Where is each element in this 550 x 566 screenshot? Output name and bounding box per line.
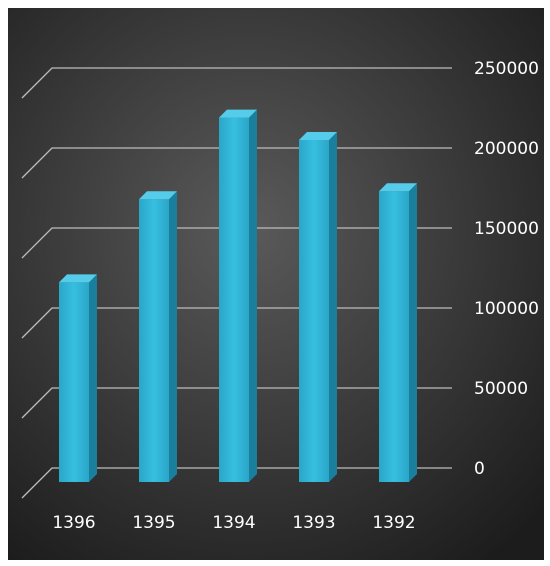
- y-axis-ticks: 0 50000 100000 150000 200000 250000: [474, 59, 539, 479]
- chart-frame: 0 50000 100000 150000 200000 250000 1396 1395 1…: [8, 8, 544, 560]
- x-category-label: 1393: [292, 513, 335, 533]
- bar-side: [169, 191, 177, 482]
- bar: [299, 132, 337, 482]
- y-tick-label: 250000: [474, 59, 539, 79]
- bar-side: [329, 132, 337, 482]
- bar-side: [409, 183, 417, 482]
- bar-front: [379, 191, 409, 482]
- y-tick-label: 100000: [474, 299, 539, 319]
- x-category-label: 1392: [372, 513, 415, 533]
- bars: [59, 109, 417, 482]
- bar-top: [299, 132, 337, 140]
- bar: [379, 183, 417, 482]
- bar: [139, 191, 177, 482]
- x-category-label: 1395: [132, 513, 175, 533]
- bar-top: [379, 183, 417, 192]
- bar-front: [299, 140, 329, 482]
- bar-side: [249, 109, 257, 482]
- x-category-label: 1394: [212, 513, 255, 533]
- x-category-label: 1396: [52, 513, 95, 533]
- y-tick-label: 150000: [474, 219, 539, 239]
- y-tick-label: 50000: [474, 379, 528, 399]
- bar: [219, 109, 257, 482]
- y-tick-label: 200000: [474, 139, 539, 159]
- gridline: [21, 67, 452, 99]
- bar-front: [59, 282, 89, 482]
- bar-front: [139, 199, 169, 482]
- bar-top: [219, 109, 257, 118]
- bar: [59, 274, 97, 482]
- bar-top: [139, 191, 177, 200]
- bar-top: [59, 274, 97, 283]
- y-tick-label: 0: [474, 459, 485, 479]
- gridlines: [21, 67, 452, 499]
- x-axis-categories: 1396 1395 1394 1393 1392: [52, 513, 415, 533]
- bar-side: [89, 274, 97, 482]
- bar-front: [219, 117, 249, 482]
